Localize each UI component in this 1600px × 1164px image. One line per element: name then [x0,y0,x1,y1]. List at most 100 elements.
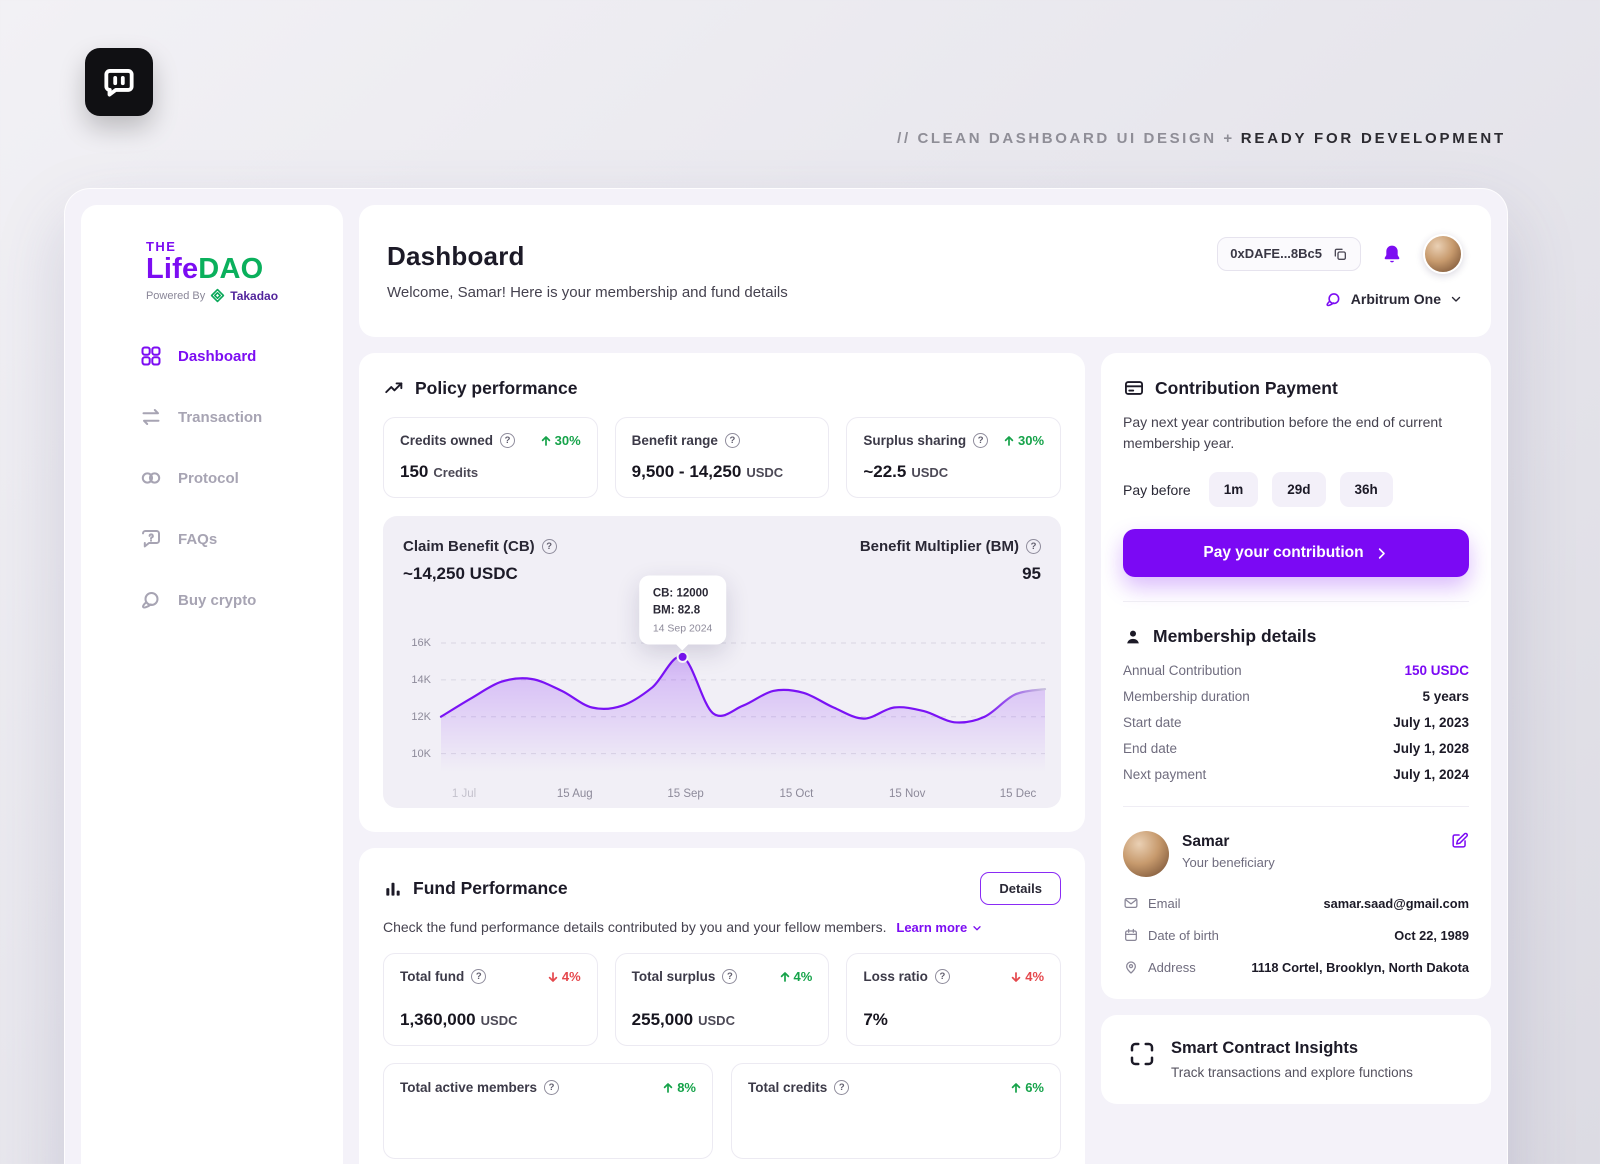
countdown-hours: 36h [1339,472,1393,507]
beneficiary-name: Samar [1182,833,1230,850]
credit-card-icon [1123,377,1145,399]
transfer-arrows-icon [139,405,163,429]
countdown-chips: 1m 29d 36h [1208,472,1393,507]
help-icon[interactable] [544,1080,560,1095]
linked-rings-icon [139,466,163,490]
help-icon[interactable] [541,539,557,554]
stat-unit: USDC [480,1013,518,1028]
chart-tooltip: CB: 12000 BM: 82.8 14 Sep 2024 [638,575,727,651]
stat-unit: USDC [911,465,949,480]
stat-unit: USDC [746,465,784,480]
stat-label: Credits owned [400,433,494,448]
stat-benefit-range: Benefit range 9,500 - 14,250 USDC [614,417,830,498]
help-icon[interactable] [722,969,738,984]
brand-logo: THE LifeDAO Powered By Takadao [146,239,278,303]
fund-performance-card: Fund Performance Details Check the fund … [359,848,1085,1164]
header-left: Dashboard Welcome, Samar! Here is your m… [387,241,788,301]
help-icon[interactable] [973,433,989,448]
wallet-address-chip[interactable]: 0xDAFE...8Bc5 [1217,236,1361,271]
beneficiary-address-row: Address 1118 Cortel, Brooklyn, North Dak… [1123,959,1469,975]
arrow-right-icon [1378,547,1385,559]
coin-orbit-icon [139,588,163,612]
stat-total-active-members: Total active members 8% [383,1063,713,1159]
network-selector[interactable]: Arbitrum One [1324,290,1463,309]
location-pin-icon [1123,959,1139,975]
countdown-days: 29d [1272,472,1326,507]
stat-value: 9,500 - 14,250 [631,462,742,481]
pay-before-label: Pay before [1123,481,1191,498]
brand-the: THE [145,239,177,254]
details-button[interactable]: Details [980,872,1061,905]
scan-brackets-icon [1127,1039,1157,1069]
help-icon[interactable] [724,433,740,448]
chart-marker-dot [676,650,689,663]
sidebar-item-transaction[interactable]: Transaction [105,394,319,440]
delta-down-badge: 4% [1010,969,1044,984]
stat-total-fund: Total fund 4% 1,360,000 USDC [383,953,598,1046]
policy-performance-card: Policy performance Credits owned 30% [359,353,1085,832]
stat-label: Loss ratio [863,969,928,984]
membership-row: Annual Contribution 150 USDC [1123,663,1469,678]
sidebar-item-label: Protocol [178,469,239,487]
dashboard-shell: THE LifeDAO Powered By Takadao [64,188,1508,1164]
stat-label: Total active members [400,1080,538,1095]
sidebar-item-faqs[interactable]: FAQs [105,516,319,562]
stat-value: 7% [863,1010,888,1029]
stat-loss-ratio: Loss ratio 4% 7% [846,953,1062,1046]
bell-icon[interactable] [1381,243,1403,265]
sidebar-item-dashboard[interactable]: Dashboard [105,333,319,379]
stat-value: 1,360,000 [400,1010,476,1029]
takadao-label: Takadao [230,288,279,303]
pay-contribution-button[interactable]: Pay your contribution [1123,529,1469,577]
delta-down-badge: 4% [547,969,581,984]
stat-total-surplus: Total surplus 4% 255,000 USDC [614,953,830,1046]
stat-label: Total surplus [631,969,716,984]
claim-benefit-line-chart [439,642,1047,772]
sidebar-item-label: Buy crypto [178,591,257,609]
network-name: Arbitrum One [1350,291,1441,307]
dashboard-grid-icon [139,344,163,368]
sidebar-nav: Dashboard Transaction Protocol [105,333,319,623]
stat-credits-owned: Credits owned 30% 150 Credits [383,417,598,498]
arbitrum-network-icon [1324,290,1343,309]
chevron-down-icon [1449,292,1463,306]
header-card: Dashboard Welcome, Samar! Here is your m… [359,205,1491,337]
delta-up-badge: 6% [1010,1080,1044,1095]
delta-up-badge: 30% [540,433,581,448]
tagline-bold: READY FOR DEVELOPMENT [1240,130,1506,147]
user-avatar[interactable] [1423,233,1463,274]
tagline: // CLEAN DASHBOARD UI DESIGN + READY FOR … [897,130,1506,147]
stat-label: Total fund [400,969,465,984]
smart-contract-insights-card[interactable]: Smart Contract Insights Track transactio… [1101,1015,1491,1104]
benefit-multiplier-value: 95 [1022,564,1041,583]
help-icon[interactable] [1026,539,1041,554]
learn-more-link[interactable]: Learn more [896,920,983,935]
sidebar: THE LifeDAO Powered By Takadao [81,205,343,1164]
membership-row: End date July 1, 2028 [1123,741,1469,756]
help-icon[interactable] [471,969,487,984]
sidebar-item-protocol[interactable]: Protocol [105,455,319,501]
contribution-title: Contribution Payment [1155,377,1338,398]
beneficiary-dob-row: Date of birth Oct 22, 1989 [1123,927,1469,943]
chart-right-header: Benefit Multiplier (BM) 95 [860,538,1041,584]
membership-row: Next payment July 1, 2024 [1123,767,1469,782]
sidebar-item-buy-crypto[interactable]: Buy crypto [105,577,319,623]
edit-beneficiary-icon[interactable] [1450,831,1469,850]
copy-icon[interactable] [1332,246,1348,262]
contribution-description: Pay next year contribution before the en… [1123,414,1443,451]
stat-label: Benefit range [631,433,718,448]
help-icon[interactable] [500,433,516,448]
stat-label: Total credits [748,1080,828,1095]
page-subtitle: Welcome, Samar! Here is your membership … [387,284,788,301]
beneficiary-rows: Email samar.saad@gmail.com Date of birth… [1123,895,1469,975]
delta-up-badge: 8% [662,1080,696,1095]
sidebar-item-label: Dashboard [178,347,257,365]
claim-benefit-chart-panel: Claim Benefit (CB) ~14,250 USDC Benefit … [383,516,1061,808]
fund-title: Fund Performance [413,878,568,898]
help-icon[interactable] [834,1080,850,1095]
help-icon[interactable] [934,969,950,984]
insights-title: Smart Contract Insights [1171,1039,1359,1057]
beneficiary-header: Samar Your beneficiary [1123,831,1469,877]
person-icon [1123,627,1143,647]
stat-value: 150 [400,462,429,481]
